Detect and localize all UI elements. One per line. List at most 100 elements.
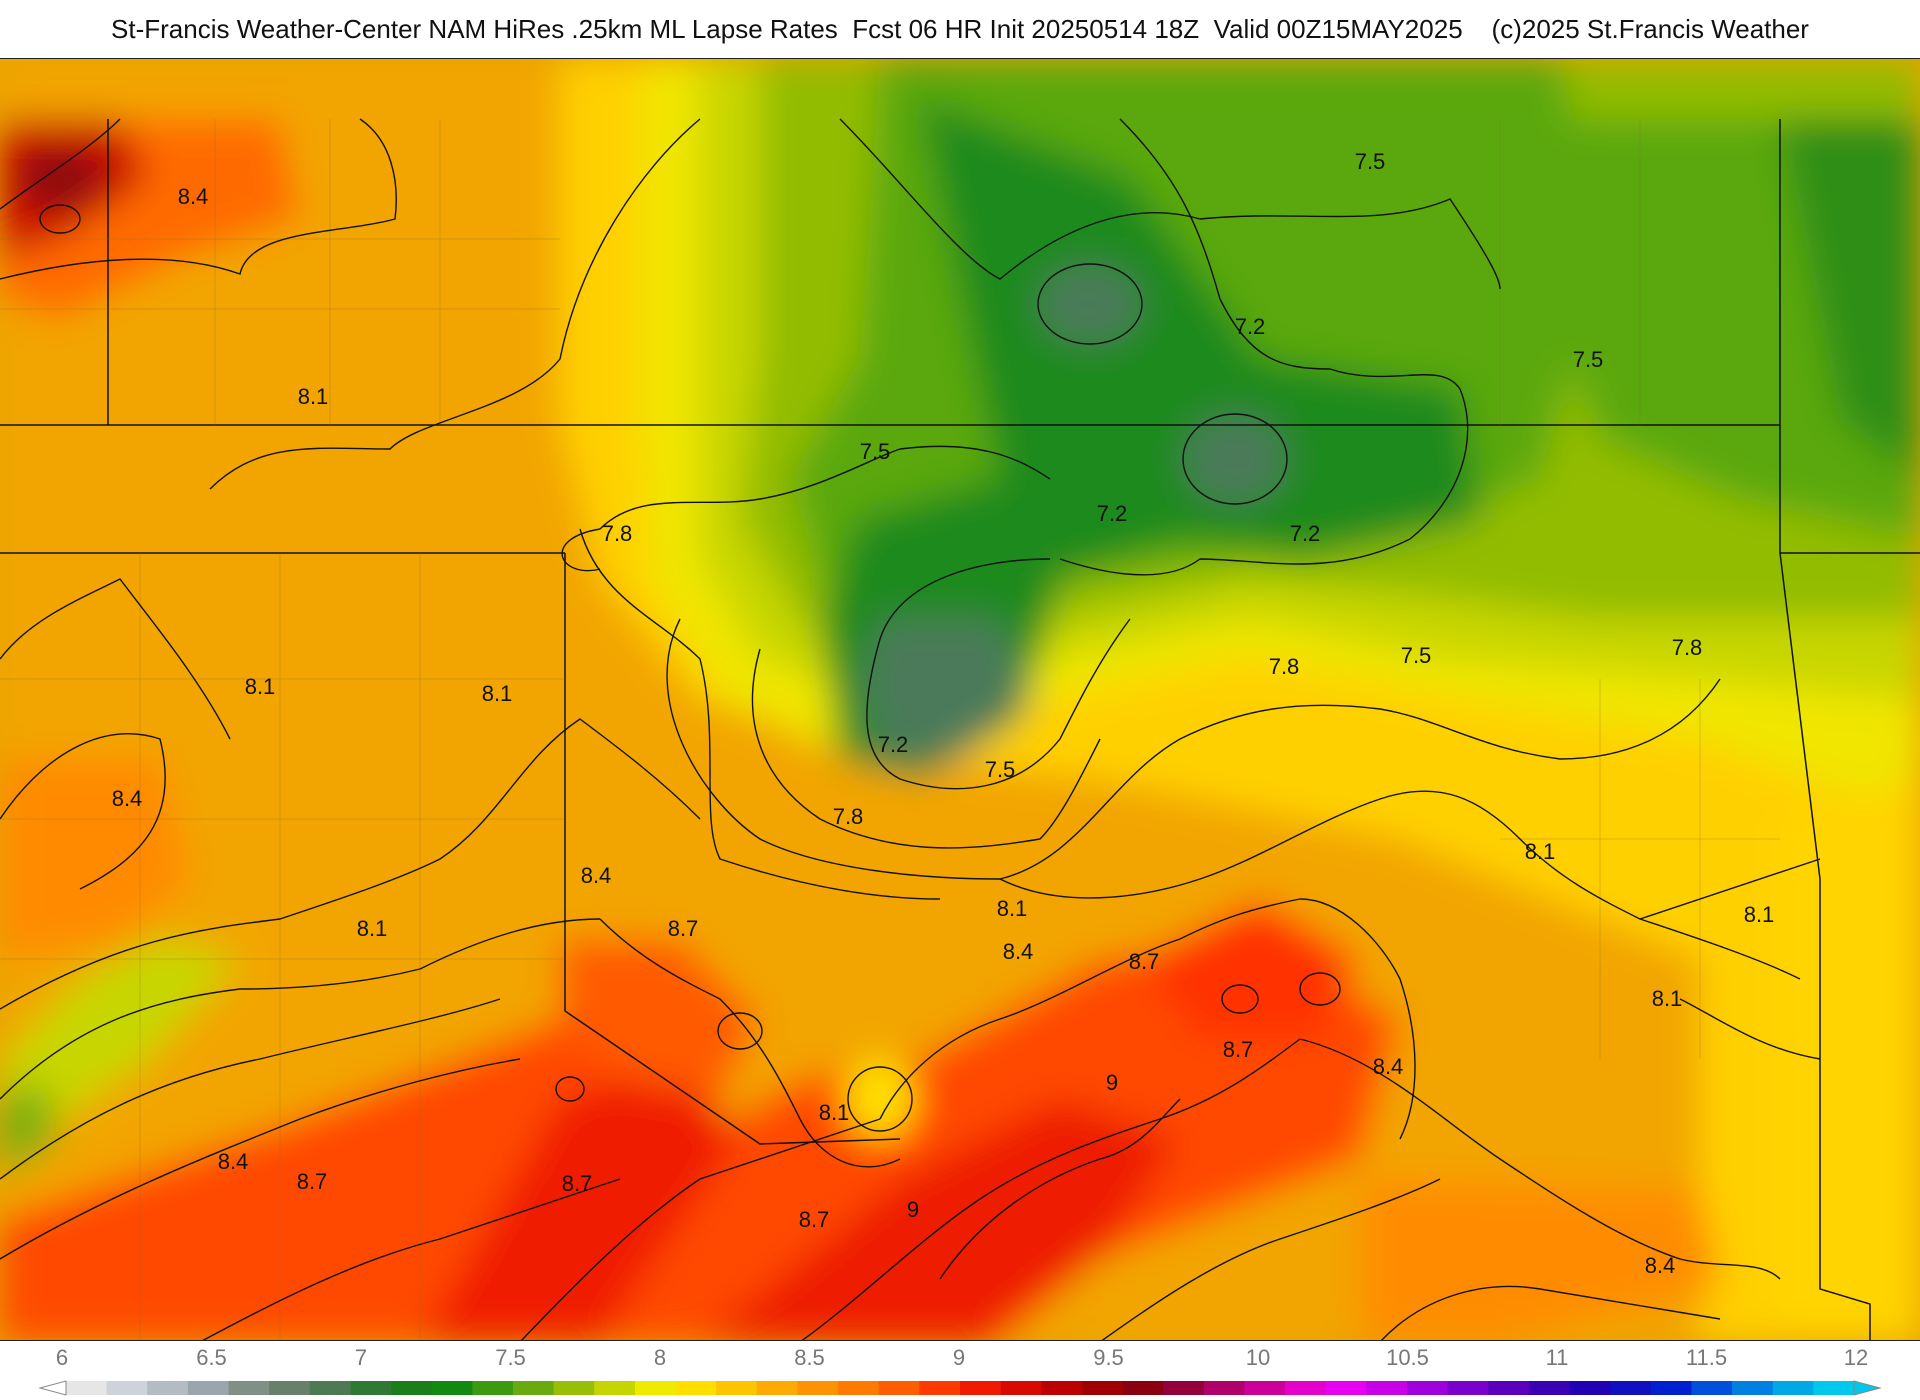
colorbar-swatch [716, 1381, 758, 1395]
colorbar-tick-label: 7.5 [495, 1345, 526, 1370]
colorbar-swatch [1813, 1381, 1855, 1395]
colorbar-swatch [675, 1381, 717, 1395]
colorbar-swatch [472, 1381, 514, 1395]
colorbar-tick-label: 10.5 [1386, 1345, 1429, 1370]
colorbar-swatch [878, 1381, 920, 1395]
colorbar-right-arrow [1853, 1380, 1882, 1396]
contour-label: 8.4 [112, 786, 143, 811]
contour-label: 8.7 [1223, 1037, 1254, 1062]
colorbar-swatch [1407, 1381, 1449, 1395]
shaded-field [0, 59, 1920, 1340]
colorbar-swatch [1000, 1381, 1042, 1395]
colorbar-tick-label: 6.5 [196, 1345, 227, 1370]
colorbar-tick-label: 12 [1844, 1345, 1868, 1370]
county-lines [0, 119, 1780, 1340]
contour-label: 9 [907, 1197, 919, 1222]
contour-label: 8.4 [1373, 1054, 1404, 1079]
colorbar-swatch [1163, 1381, 1205, 1395]
colorbar-swatch [756, 1381, 799, 1395]
colorbar-swatch [1610, 1381, 1652, 1395]
colorbar-swatch [269, 1381, 311, 1395]
contour-label: 8.1 [357, 916, 388, 941]
colorbar-swatch [553, 1381, 595, 1395]
colorbar-swatch [1488, 1381, 1530, 1395]
colorbar-svg: 6 6.5 7 7.5 8 8.5 9 9.5 10 10.5 11 11.5 12 [38, 1345, 1882, 1396]
contour-label: 7.2 [1097, 501, 1128, 526]
lapse-rate-map: 8.4 8.1 7.5 7.2 7.5 7.5 7.2 7.2 7.8 7.8 7.5 7.8 8.1 8… [0, 59, 1920, 1340]
contour-label: 8.4 [178, 184, 209, 209]
title-bar: St-Francis Weather-Center NAM HiRes .25k… [0, 0, 1920, 58]
colorbar-swatch [431, 1381, 473, 1395]
contour-label: 8.4 [1003, 939, 1034, 964]
contour-label: 8.1 [1525, 839, 1556, 864]
colorbar-swatch [1285, 1381, 1327, 1395]
map-title: St-Francis Weather-Center NAM HiRes .25k… [111, 13, 1809, 44]
colorbar: 6 6.5 7 7.5 8 8.5 9 9.5 10 10.5 11 11.5 12 [0, 1341, 1920, 1400]
contour-label: 8.4 [1645, 1253, 1676, 1278]
contour-label: 8.1 [997, 896, 1028, 921]
colorbar-tick-label: 11.5 [1686, 1345, 1727, 1370]
contour-label: 7.8 [1269, 654, 1300, 679]
colorbar-swatch [391, 1381, 433, 1395]
colorbar-swatch [1203, 1381, 1246, 1395]
colorbar-swatch [1325, 1381, 1367, 1395]
map-frame: 8.4 8.1 7.5 7.2 7.5 7.5 7.2 7.2 7.8 7.8 7.5 7.8 8.1 8… [0, 58, 1920, 1341]
colorbar-swatch [1122, 1381, 1164, 1395]
contour-label: 7.5 [985, 757, 1016, 782]
contour-label: 8.7 [668, 916, 699, 941]
colorbar-tick-label: 8.5 [794, 1345, 825, 1370]
colorbar-swatch [1081, 1381, 1124, 1395]
colorbar-swatch [1569, 1381, 1611, 1395]
colorbar-swatch [838, 1381, 880, 1395]
contour-label: 7.8 [833, 804, 864, 829]
colorbar-tick-label: 6 [56, 1345, 68, 1370]
colorbar-swatch [919, 1381, 961, 1395]
colorbar-swatch [1691, 1381, 1733, 1395]
colorbar-tick-label: 11 [1546, 1345, 1569, 1370]
contour-label: 8.7 [1129, 949, 1160, 974]
isolines [0, 118, 1821, 1340]
colorbar-swatch [309, 1381, 352, 1395]
colorbar-swatch [106, 1381, 148, 1395]
contour-label: 7.8 [1672, 635, 1703, 660]
contour-label: 7.2 [878, 732, 909, 757]
contour-label: 8.1 [1652, 986, 1683, 1011]
contour-label: 7.5 [1401, 643, 1432, 668]
colorbar-swatch [228, 1381, 270, 1395]
contour-label: 8.1 [482, 681, 513, 706]
contour-label: 7.2 [1235, 314, 1266, 339]
colorbar-swatch [147, 1381, 189, 1395]
colorbar-tick-label: 9 [953, 1345, 965, 1370]
colorbar-swatch [1447, 1381, 1489, 1395]
contour-label: 7.5 [1573, 347, 1604, 372]
contour-label: 8.4 [581, 863, 612, 888]
contour-label: 8.1 [298, 384, 329, 409]
contour-label: 8.7 [799, 1207, 830, 1232]
colorbar-swatch [960, 1381, 1002, 1395]
colorbar-swatch [66, 1381, 108, 1395]
colorbar-swatch [350, 1381, 392, 1395]
colorbar-swatch [594, 1381, 636, 1395]
colorbar-swatch [1528, 1381, 1571, 1395]
contour-label: 8.1 [819, 1100, 850, 1125]
colorbar-swatch [797, 1381, 839, 1395]
contour-labels: 8.4 8.1 7.5 7.2 7.5 7.5 7.2 7.2 7.8 7.8 7.5 7.8 8.1 8… [112, 149, 1775, 1278]
contour-label: 9 [1106, 1070, 1118, 1095]
colorbar-tick-label: 10 [1246, 1345, 1270, 1370]
colorbar-tick-labels: 6 6.5 7 7.5 8 8.5 9 9.5 10 10.5 11 11.5 12 [56, 1345, 1868, 1370]
colorbar-swatch [1041, 1381, 1083, 1395]
colorbar-swatch [634, 1381, 677, 1395]
colorbar-swatch [513, 1381, 555, 1395]
colorbar-swatch [1732, 1381, 1774, 1395]
contour-label: 8.4 [218, 1149, 249, 1174]
colorbar-swatches [66, 1381, 1855, 1395]
contour-label: 8.1 [1744, 902, 1775, 927]
contour-label: 8.7 [297, 1169, 328, 1194]
colorbar-tick-label: 8 [654, 1345, 666, 1370]
colorbar-swatch [187, 1381, 230, 1395]
colorbar-swatch [1366, 1381, 1408, 1395]
colorbar-swatch [1650, 1381, 1693, 1395]
colorbar-left-arrow [38, 1380, 67, 1396]
contour-label: 7.8 [602, 521, 633, 546]
contour-label: 7.5 [860, 439, 891, 464]
